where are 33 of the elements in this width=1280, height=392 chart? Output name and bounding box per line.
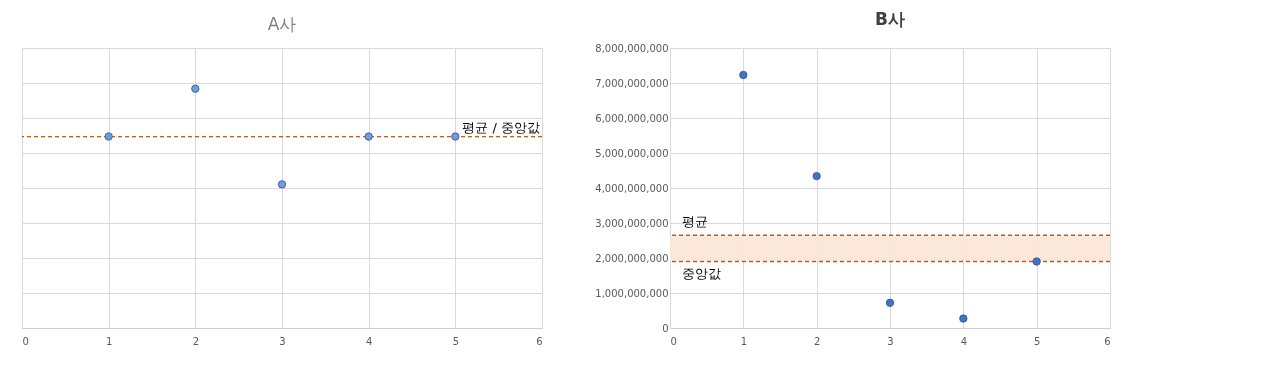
y-tick-label: 1,000,000,000 — [595, 287, 669, 299]
x-tick-label: 2 — [192, 335, 200, 347]
y-tick-label: 3,000,000,000 — [595, 217, 669, 229]
x-tick-label: 2 — [813, 335, 821, 347]
x-tick-label: 6 — [1104, 335, 1111, 347]
y-tick-label: 6,000,000,000 — [595, 112, 669, 124]
ref-line-label: 중앙값 — [682, 265, 721, 281]
y-tick-label: 4,000,000,000 — [595, 182, 669, 194]
x-tick-label: 5 — [452, 335, 460, 347]
point — [885, 298, 895, 307]
x-tick-label: 3 — [887, 335, 894, 347]
point — [812, 172, 821, 181]
x-tick-label: 0 — [670, 335, 677, 347]
y-tick-label: 0 — [662, 322, 669, 334]
y-tick-label: 5,000,000,000 — [595, 147, 669, 159]
x-tick-label: 1 — [105, 335, 113, 347]
ref-line-label: 평균 / 중앙값 — [462, 119, 540, 135]
point — [1032, 257, 1041, 266]
x-tick-label: 3 — [279, 335, 286, 347]
y-tick-label: 7,000,000,000 — [595, 77, 669, 89]
y-tick-label: 2,000,000,000 — [595, 252, 669, 264]
ref-line-label: 평균 — [682, 214, 708, 230]
x-tick-label: 0 — [22, 335, 29, 347]
chart-title: B사 — [875, 9, 905, 29]
chart-title: A사 — [267, 14, 297, 34]
x-tick-label: 4 — [365, 335, 373, 347]
x-tick-label: 1 — [740, 335, 748, 347]
x-tick-label: 4 — [960, 335, 968, 347]
x-tick-label: 6 — [536, 335, 543, 347]
point — [739, 70, 748, 80]
x-tick-label: 5 — [1033, 335, 1041, 347]
y-tick-label: 8,000,000,000 — [595, 42, 669, 54]
point — [959, 314, 968, 323]
